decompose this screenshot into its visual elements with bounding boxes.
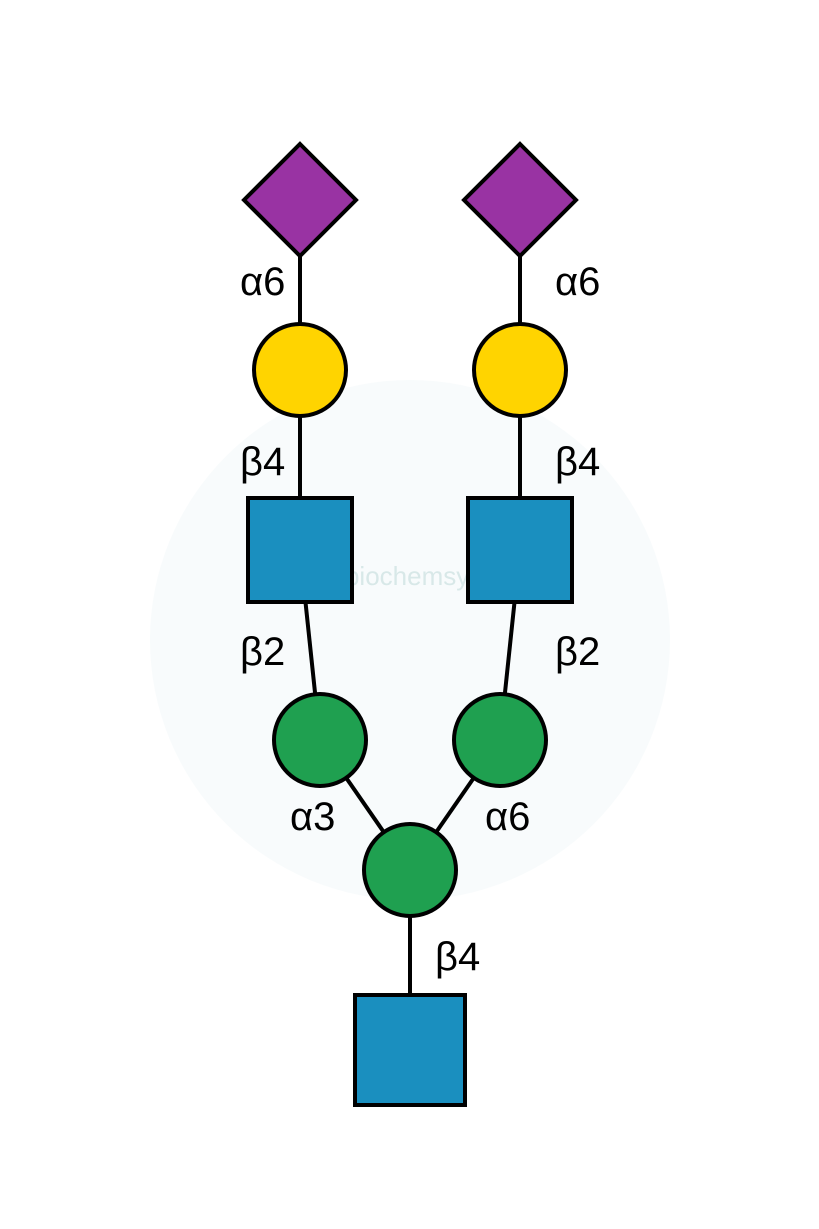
glycan-node-man_left [274,694,366,786]
glycan-node-man_core [364,824,456,916]
glycan-node-gal_right [474,324,566,416]
glycan-node-glc_left [248,498,352,602]
glycan-node-sia_left [244,144,356,256]
glycan-node-gal_left [254,324,346,416]
bond-label: β2 [555,630,600,674]
bond-label: α6 [485,795,530,839]
bond-label: α3 [290,795,335,839]
bond-label: α6 [555,260,600,304]
bond-label: β4 [240,440,285,484]
bond-label: α6 [240,260,285,304]
glycan-diagram: sugarbiochemsyn.comα6α6β4β4β2β2α3α6β4 [0,0,819,1229]
glycan-node-glc_core [355,995,465,1105]
glycan-node-man_right [454,694,546,786]
bond-label: β4 [435,935,480,979]
bond-label: β2 [240,630,285,674]
glycan-node-sia_right [464,144,576,256]
bond-label: β4 [555,440,600,484]
glycan-node-glc_right [468,498,572,602]
